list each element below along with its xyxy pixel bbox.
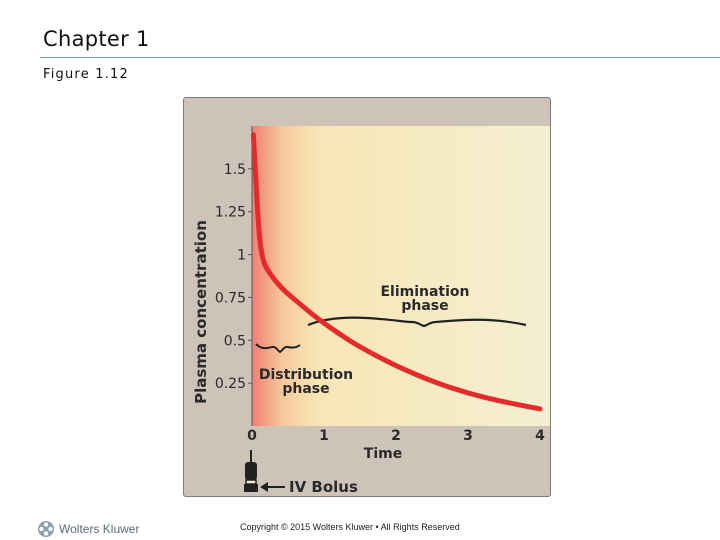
x-tick-label: 2 — [391, 428, 401, 444]
wolters-kluwer-logo: Wolters Kluwer — [37, 520, 139, 538]
y-tick-label: 1.5 — [224, 162, 246, 178]
logo-text: Wolters Kluwer — [59, 522, 140, 536]
x-axis-label: Time — [364, 446, 402, 462]
x-tick-label: 1 — [319, 428, 329, 444]
distribution-phase-brace — [255, 343, 301, 354]
distribution-phase-label-2: phase — [282, 381, 329, 397]
distribution-phase-label: Distribution — [259, 367, 353, 383]
plot-area — [252, 126, 550, 426]
concentration-curve — [250, 132, 543, 412]
elimination-phase-brace — [307, 316, 527, 328]
figure-label: Figure 1.12 — [43, 67, 129, 82]
x-tick-label: 0 — [247, 428, 257, 444]
y-tick-label: 1 — [237, 248, 246, 264]
y-tick-label: 1.25 — [215, 205, 246, 221]
arrow-left-icon — [260, 482, 285, 492]
y-tick-label: 0.75 — [215, 290, 246, 306]
elimination-phase-label: Elimination — [380, 284, 469, 300]
x-tick-label: 3 — [463, 428, 473, 444]
elimination-phase-label-2: phase — [401, 298, 448, 314]
y-axis-label: Plasma concentration — [192, 220, 210, 404]
x-tick-label: 4 — [535, 428, 545, 444]
wolters-kluwer-logo-icon — [38, 521, 54, 537]
title-divider — [40, 57, 720, 58]
y-tick-label: 0.25 — [215, 376, 246, 392]
copyright-text: Copyright © 2015 Wolters Kluwer • All Ri… — [240, 522, 460, 532]
slide-title: Chapter 1 — [43, 27, 150, 51]
syringe-icon — [244, 450, 258, 492]
y-tick-label: 0.5 — [224, 333, 246, 349]
iv-bolus-label: IV Bolus — [289, 478, 358, 496]
